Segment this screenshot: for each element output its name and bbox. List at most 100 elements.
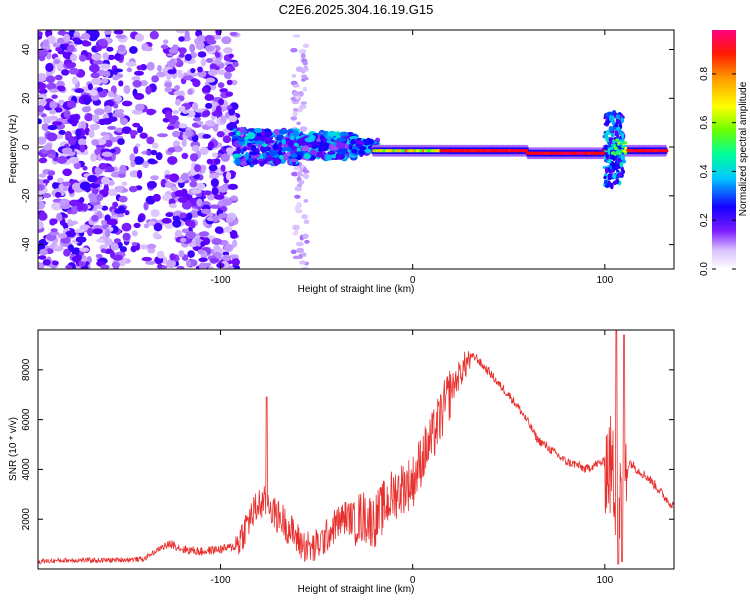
spectrogram-cell <box>620 132 625 139</box>
spectrogram-cell <box>184 129 194 137</box>
spectrogram-cell <box>197 51 207 58</box>
spectrogram-cell <box>615 114 621 120</box>
spectrogram-cell <box>124 209 130 216</box>
spectrogram-cell <box>38 81 45 90</box>
spectrogram-cell <box>146 109 155 116</box>
spectrogram-cell <box>177 72 184 79</box>
spectrogram-cell <box>228 115 238 123</box>
spectrogram-cell <box>172 130 181 138</box>
spectrogram-cell <box>96 193 104 202</box>
spectrogram-cell <box>107 116 118 122</box>
spectrogram-cell <box>302 60 308 66</box>
spectrogram-cell <box>198 257 208 263</box>
spectrogram-cell <box>38 173 46 178</box>
spectrogram-cell <box>69 53 78 62</box>
spectrogram-cell <box>117 138 125 146</box>
spectrogram-cell <box>55 191 62 198</box>
spectrogram-cell <box>174 229 183 239</box>
spectrogram-cell <box>160 44 169 50</box>
snr-y-tick-label: 6000 <box>21 408 32 431</box>
spectrogram-cell <box>106 54 116 61</box>
colorbar-tick-label: 0.2 <box>699 213 710 227</box>
spectrogram-cell <box>142 161 149 168</box>
spectrogram-cell <box>119 117 128 126</box>
spectrogram-cell <box>355 139 363 145</box>
spectrogram-cell <box>45 62 54 72</box>
spectrogram-cell <box>272 143 279 151</box>
spectrogram-cell <box>205 77 216 83</box>
spectrogram-cell <box>169 203 178 209</box>
spectrogram-cell <box>326 139 332 144</box>
spectrogram-cell <box>616 172 622 178</box>
spectrogram-cell <box>49 115 58 121</box>
spectrogram-cell <box>214 51 221 58</box>
spectrogram-cell <box>181 153 188 159</box>
spectrogram-cell <box>152 232 160 239</box>
spectrogram-cell <box>52 121 63 126</box>
spectrogram-cell <box>62 168 72 177</box>
spectrogram-cell <box>131 76 141 81</box>
spectrogram-cell <box>604 167 609 174</box>
spectrogram-cell <box>604 183 610 188</box>
spectrogram-cell <box>232 153 243 158</box>
snr-y-tick-label: 8000 <box>21 358 32 381</box>
spectrogram-cell <box>66 100 77 109</box>
spectrogram-cell <box>223 226 233 233</box>
spectrogram-cell <box>133 92 145 100</box>
spectrogram-cell <box>292 255 300 260</box>
snr-panel: -100 0 100 2000 4000 6000 8000 Height of strai… <box>8 329 675 595</box>
spectrogram-cell <box>187 88 193 95</box>
spectrogram-cell <box>617 149 621 153</box>
spectrogram-cell <box>253 128 263 133</box>
spectrogram-cell <box>47 153 56 159</box>
spectrogram-cell <box>318 146 328 152</box>
colorbar-tick-label: 0.0 <box>699 262 710 276</box>
spectrogram-cell <box>198 262 208 269</box>
spectrogram-cell <box>185 259 192 268</box>
spectrogram-cell <box>251 159 259 165</box>
spectrogram-cell <box>208 164 218 172</box>
spectrogram-cell <box>624 146 628 150</box>
spectrogram-cell <box>38 105 45 113</box>
spectrogram-cell <box>235 130 241 136</box>
spectrogram-cell <box>42 117 52 124</box>
spectrogram-cell <box>296 202 302 207</box>
spectrogram-cell <box>62 186 69 192</box>
spectrogram-cell <box>109 148 116 153</box>
spectrogram-cell <box>621 169 626 174</box>
spectrogram-cell <box>42 259 51 266</box>
spectrogram-cell <box>79 247 90 252</box>
spectrogram-cell <box>213 59 222 65</box>
spectrogram-cell <box>611 151 615 155</box>
spectrogram-cell <box>184 30 190 40</box>
spectrogram-cell <box>96 87 104 93</box>
spectrogram-cell <box>222 47 233 54</box>
spectrogram-cell <box>90 153 97 162</box>
spectrogram-cell <box>229 254 239 260</box>
spectrogram-cell <box>242 146 248 152</box>
spectrogram-cell <box>603 179 608 185</box>
spectrogram-cell <box>296 247 305 254</box>
spectrogram-cell <box>169 253 176 261</box>
spectrogram-cell <box>214 66 220 71</box>
spectrogram-cell <box>309 149 317 156</box>
spectrogram-cell <box>67 44 75 53</box>
spectrogram-cell <box>82 40 92 47</box>
spectrogram-cell <box>133 146 139 155</box>
spectrogram-cell <box>298 179 305 185</box>
spectrogram-cell <box>113 95 123 103</box>
spectrogram-cell <box>133 222 141 229</box>
spectrogram-cell <box>608 115 614 122</box>
spectrogram-cell <box>47 124 58 131</box>
spectrogram-cell <box>213 244 221 252</box>
spectrogram-cell <box>202 134 212 139</box>
spectrogram-cell <box>182 75 194 81</box>
spectrogram-cell <box>303 173 310 180</box>
spectrogram-cell <box>74 228 86 233</box>
spectrogram-cell <box>57 233 68 239</box>
spectrogram-cell <box>118 195 128 203</box>
spectrogram-cell <box>293 84 300 88</box>
spectrogram-cell <box>278 136 283 142</box>
spectrogram-cell <box>38 48 48 56</box>
